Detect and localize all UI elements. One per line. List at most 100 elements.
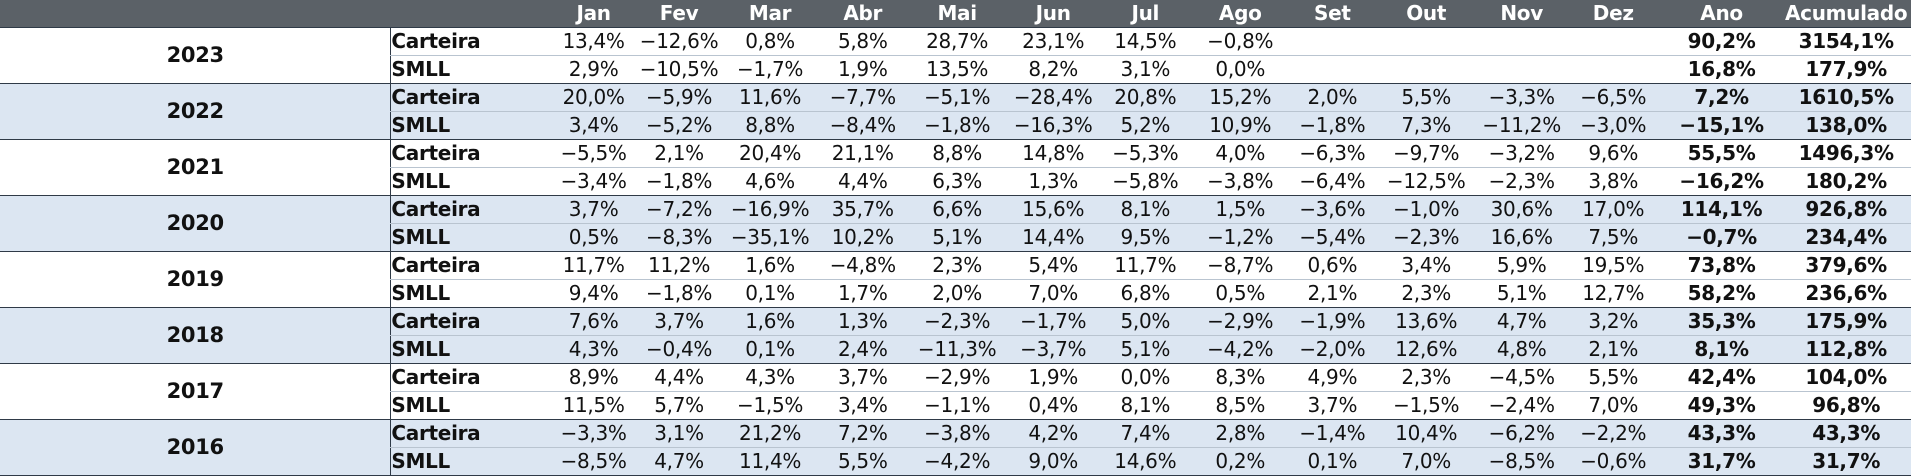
year-total-cell: −15,1%	[1661, 111, 1782, 140]
month-value-cell	[1564, 55, 1662, 84]
month-value-cell: −1,8%	[909, 111, 1006, 140]
table-row: SMLL 4,3% −0,4% 0,1% 2,4% −11,3% −3,7% 5,1% −4,2…	[0, 335, 1911, 364]
month-value-cell: 6,8%	[1101, 279, 1190, 308]
month-value-cell: 7,6%	[552, 306, 635, 336]
month-value-cell: −1,8%	[1291, 111, 1374, 140]
cumulative-cell: 926,8%	[1781, 194, 1911, 224]
series-label: Carteira	[390, 194, 553, 224]
column-header: Abr	[816, 0, 910, 27]
month-value-cell: 1,6%	[723, 250, 817, 280]
month-value-cell: 2,4%	[816, 335, 910, 364]
month-value-cell: 4,3%	[723, 362, 817, 392]
month-value-cell: 7,4%	[1101, 418, 1190, 448]
month-value-cell: 7,5%	[1564, 223, 1662, 252]
year-cell: 2022	[0, 82, 391, 140]
month-value-cell: 1,3%	[1005, 167, 1102, 196]
month-value-cell: −16,3%	[1005, 111, 1102, 140]
month-value-cell: −8,5%	[552, 447, 635, 476]
series-label: Carteira	[390, 250, 553, 280]
month-value-cell: −6,5%	[1564, 82, 1662, 112]
month-value-cell: 8,1%	[1101, 391, 1190, 420]
month-value-cell: 15,6%	[1005, 194, 1102, 224]
year-cell: 2019	[0, 250, 391, 308]
month-value-cell: 9,4%	[552, 279, 635, 308]
column-header: Acumulado	[1781, 0, 1911, 27]
cumulative-cell: 112,8%	[1781, 335, 1911, 364]
year-total-cell: −16,2%	[1661, 167, 1782, 196]
month-value-cell: 0,6%	[1291, 250, 1374, 280]
month-value-cell: 10,2%	[816, 223, 910, 252]
month-value-cell: 4,4%	[816, 167, 910, 196]
month-value-cell: −35,1%	[723, 223, 817, 252]
month-value-cell: 3,4%	[1373, 250, 1479, 280]
month-value-cell: 2,0%	[909, 279, 1006, 308]
month-value-cell: 2,3%	[909, 250, 1006, 280]
month-value-cell: −5,5%	[552, 138, 635, 168]
month-value-cell: 4,9%	[1291, 362, 1374, 392]
month-value-cell: −2,0%	[1291, 335, 1374, 364]
month-value-cell: −1,5%	[723, 391, 817, 420]
month-value-cell: 4,2%	[1005, 418, 1102, 448]
month-value-cell: 5,1%	[909, 223, 1006, 252]
month-value-cell: −4,2%	[1189, 335, 1292, 364]
month-value-cell: 13,4%	[552, 26, 635, 56]
month-value-cell: −0,8%	[1189, 26, 1292, 56]
month-value-cell: 8,1%	[1101, 194, 1190, 224]
month-value-cell: −4,5%	[1478, 362, 1565, 392]
month-value-cell: −4,8%	[816, 250, 910, 280]
column-header: Jan	[552, 0, 635, 27]
month-value-cell: −1,5%	[1373, 391, 1479, 420]
month-value-cell: 2,3%	[1373, 362, 1479, 392]
month-value-cell: 8,9%	[552, 362, 635, 392]
month-value-cell: 4,7%	[634, 447, 724, 476]
month-value-cell: −10,5%	[634, 55, 724, 84]
year-total-cell: 35,3%	[1661, 306, 1782, 336]
month-value-cell: 5,0%	[1101, 306, 1190, 336]
month-value-cell: 0,1%	[723, 335, 817, 364]
month-value-cell: −8,7%	[1189, 250, 1292, 280]
month-value-cell: 3,1%	[1101, 55, 1190, 84]
month-value-cell: 3,4%	[552, 111, 635, 140]
month-value-cell: 11,6%	[723, 82, 817, 112]
month-value-cell	[1478, 55, 1565, 84]
cumulative-cell: 175,9%	[1781, 306, 1911, 336]
month-value-cell: −5,8%	[1101, 167, 1190, 196]
month-value-cell: −5,2%	[634, 111, 724, 140]
year-total-cell: 8,1%	[1661, 335, 1782, 364]
series-label: Carteira	[390, 26, 553, 56]
cumulative-cell: 1610,5%	[1781, 82, 1911, 112]
month-value-cell: 5,1%	[1101, 335, 1190, 364]
cumulative-cell: 236,6%	[1781, 279, 1911, 308]
month-value-cell: 20,4%	[723, 138, 817, 168]
column-header: Dez	[1564, 0, 1662, 27]
table-row: SMLL −8,5% 4,7% 11,4% 5,5% −4,2% 9,0% 14,6% 0,2%…	[0, 447, 1911, 476]
month-value-cell: 11,7%	[1101, 250, 1190, 280]
month-value-cell: −2,2%	[1564, 418, 1662, 448]
year-total-cell: 90,2%	[1661, 26, 1782, 56]
series-label: SMLL	[390, 279, 553, 308]
month-value-cell: −1,7%	[1005, 306, 1102, 336]
column-header: Mar	[723, 0, 817, 27]
year-cell: 2020	[0, 194, 391, 252]
month-value-cell: 0,4%	[1005, 391, 1102, 420]
month-value-cell: 16,6%	[1478, 223, 1565, 252]
series-label: Carteira	[390, 138, 553, 168]
month-value-cell: 13,5%	[909, 55, 1006, 84]
column-header: Jun	[1005, 0, 1102, 27]
month-value-cell	[1564, 26, 1662, 56]
cumulative-cell: 180,2%	[1781, 167, 1911, 196]
month-value-cell: −2,9%	[1189, 306, 1292, 336]
month-value-cell: 12,7%	[1564, 279, 1662, 308]
table-row: SMLL 2,9% −10,5% −1,7% 1,9% 13,5% 8,2% 3,1% 0,0%…	[0, 55, 1911, 84]
month-value-cell: −5,9%	[634, 82, 724, 112]
year-total-cell: 55,5%	[1661, 138, 1782, 168]
column-header: Mai	[909, 0, 1006, 27]
table-row: 2016 Carteira −3,3% 3,1% 21,2% 7,2% −3,8% 4,2% 7…	[0, 418, 1911, 476]
year-total-cell: −0,7%	[1661, 223, 1782, 252]
month-value-cell: −3,7%	[1005, 335, 1102, 364]
month-value-cell: 1,3%	[816, 306, 910, 336]
month-value-cell: 2,1%	[1564, 335, 1662, 364]
month-value-cell: −2,9%	[909, 362, 1006, 392]
cumulative-cell: 177,9%	[1781, 55, 1911, 84]
